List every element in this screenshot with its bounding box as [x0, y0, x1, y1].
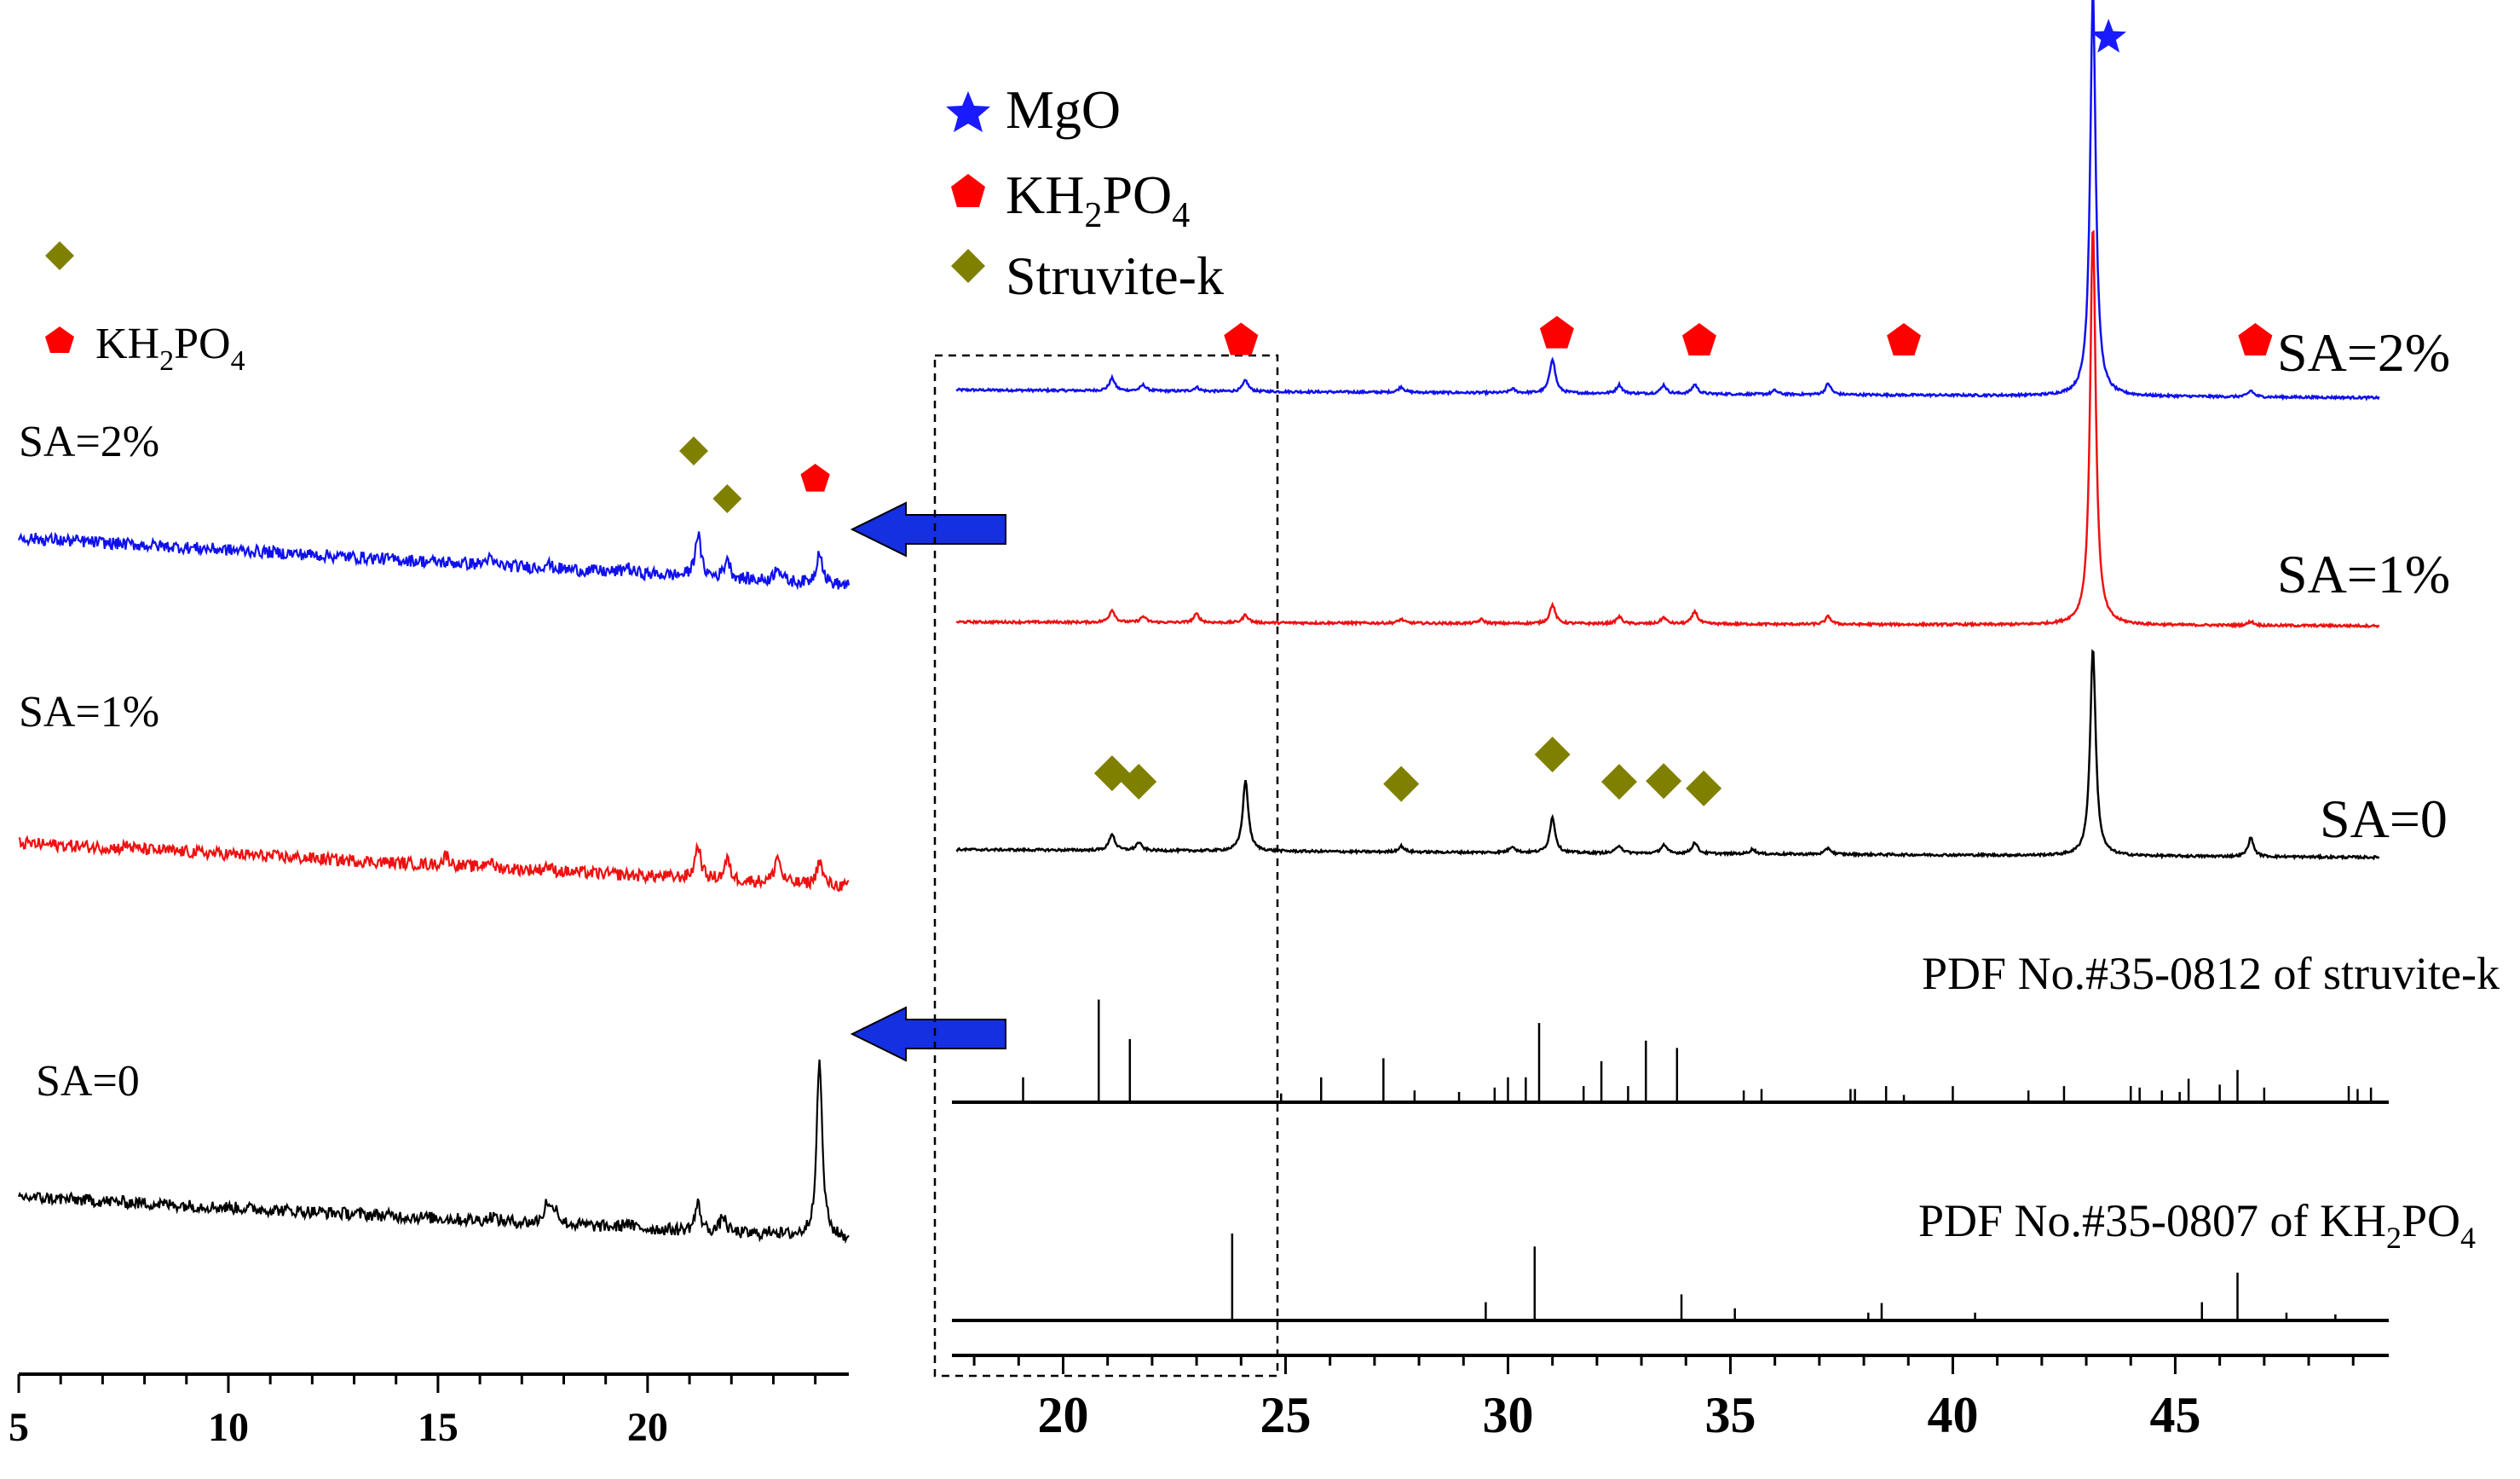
main-panel: MgO KH2PO4 Struvite-k SA=2% SA=1% SA=0 P…: [933, 0, 2500, 1443]
main-pentagon-marker: [2238, 323, 2273, 355]
main-label-sa1: SA=1%: [2277, 544, 2450, 604]
main-diamond-marker: [1121, 764, 1157, 800]
main-pentagon-marker: [1887, 323, 1921, 355]
arrow-shape: [850, 1006, 1006, 1062]
reference-struvite-k: [952, 999, 2389, 1104]
zoom-panel: KH2PO4 SA=2% SA=1% SA=0 5 10 15 20: [9, 241, 851, 1450]
main-legend-struvite-label: Struvite-k: [1006, 246, 1224, 306]
zoom-trace-sa2: [17, 531, 851, 591]
arrow-shape: [850, 501, 1006, 558]
main-tick-label: 35: [1704, 1387, 1756, 1443]
zoom-legend: KH2PO4: [45, 241, 245, 377]
main-diamond-marker: [1600, 764, 1637, 800]
zoom-label-sa0: SA=0: [36, 1057, 140, 1106]
main-trace-sa2: [955, 0, 2380, 402]
zoom-diamond-marker: [678, 436, 708, 465]
zoom-label-sa2: SA=2%: [19, 418, 159, 466]
main-tick-label: 25: [1260, 1387, 1311, 1443]
main-diamond-marker: [1534, 737, 1571, 773]
main-tick-label: 20: [1037, 1387, 1088, 1443]
main-label-sa2: SA=2%: [2277, 322, 2450, 383]
main-diamond-marker: [1686, 770, 1722, 806]
zoom-tick-label: 15: [418, 1405, 458, 1450]
zoom-legend-kh2po4-label: KH2PO4: [95, 320, 245, 377]
main-star-marker: [2090, 19, 2127, 53]
zoom-region-box: [933, 354, 1279, 1378]
zoom-trace-sa0: [17, 1059, 850, 1245]
main-legend-mgo-label: MgO: [1006, 79, 1121, 140]
ref2-label: PDF No.#35-0807 of KH2PO4: [1918, 1195, 2476, 1255]
arrow-to-sa2: [850, 501, 1006, 558]
zoom-pentagon-marker: [800, 464, 830, 492]
main-legend-pentagon-marker: [951, 174, 985, 207]
main-label-sa0: SA=0: [2320, 789, 2448, 849]
zoom-tick-label: 10: [208, 1405, 249, 1450]
zoom-legend-pentagon-marker: [45, 326, 74, 353]
main-tick-label: 45: [2149, 1387, 2200, 1443]
main-tick-label: 30: [1482, 1387, 1533, 1443]
main-diamond-marker: [1093, 755, 1130, 792]
main-legend: MgO KH2PO4 Struvite-k: [946, 79, 1224, 306]
zoom-trace-sa1: [18, 835, 850, 893]
main-legend-diamond-marker: [951, 249, 985, 283]
main-tick-label: 40: [1927, 1387, 1978, 1443]
zoom-tick-label: 20: [627, 1405, 668, 1450]
main-diamond-marker: [1383, 765, 1420, 802]
zoom-legend-diamond-marker: [45, 241, 74, 270]
main-pentagon-marker: [1224, 322, 1259, 355]
zoom-tick-label: 5: [9, 1405, 29, 1450]
zoom-label-sa1: SA=1%: [19, 688, 159, 737]
main-legend-kh2po4-label: KH2PO4: [1006, 165, 1190, 235]
ref1-label: PDF No.#35-0812 of struvite-k: [1922, 948, 2500, 999]
reference-kh2po4: [952, 1233, 2389, 1322]
main-pentagon-marker: [1539, 315, 1574, 349]
main-diamond-marker: [1646, 763, 1682, 800]
main-trace-sa0: [955, 649, 2380, 861]
arrow-to-sa0: [850, 1006, 1006, 1062]
main-trace-sa1: [955, 229, 2380, 629]
main-pentagon-marker: [1682, 323, 1716, 355]
zoom-diamond-marker: [712, 484, 742, 513]
main-legend-star-marker: [946, 91, 990, 132]
